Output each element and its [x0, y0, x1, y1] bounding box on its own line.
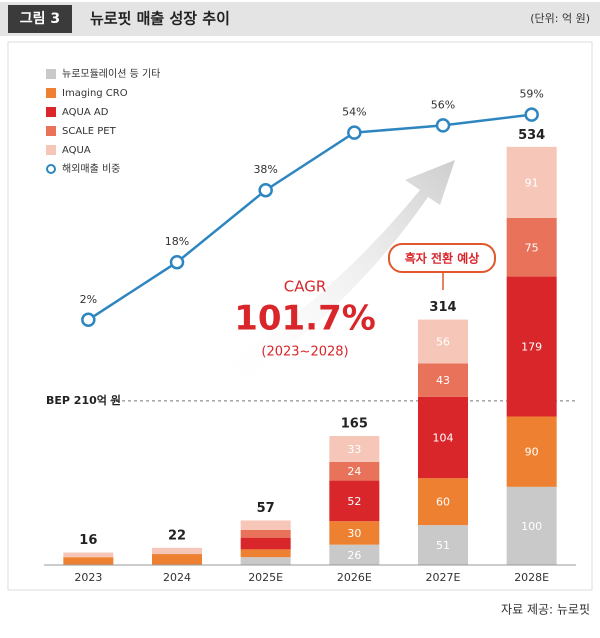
bar-segment [329, 521, 380, 545]
line-marker [169, 254, 185, 270]
legend-label: AQUA [62, 145, 91, 156]
bar-segment [418, 478, 468, 526]
unit-label: (단위: 억 원) [530, 12, 590, 25]
segment-label: 100 [521, 520, 542, 533]
chart-panel [7, 41, 593, 591]
legend-swatch [46, 88, 56, 98]
bar-segment [506, 486, 557, 565]
bar-segment [506, 276, 557, 417]
segment-label: 26 [347, 549, 361, 562]
total-label: 314 [429, 300, 456, 315]
bar-segment [240, 537, 291, 550]
bar-segment [329, 544, 380, 565]
growth-arrow [215, 160, 455, 390]
segment-label: 30 [347, 527, 361, 540]
callout-label: 흑자 전환 예상 [405, 251, 480, 266]
x-tick-label: 2023 [74, 571, 102, 584]
line-label: 54% [342, 106, 366, 119]
bar-segment [418, 363, 468, 397]
x-tick-label: 2028E [514, 571, 549, 584]
source: 자료 제공: 뉴로핏 [501, 603, 590, 617]
segment-label: 56 [436, 335, 450, 348]
reference-label: BEP 210억 원 [46, 393, 121, 407]
line-label: 59% [519, 88, 543, 101]
legend-label: Imaging CRO [62, 88, 128, 99]
line-marker [435, 118, 451, 133]
x-tick-label: 2027E [426, 571, 461, 584]
legend-label: 뉴로모듈레이션 등 기타 [62, 68, 160, 80]
bar-segment [63, 552, 114, 558]
x-tick-label: 2024 [163, 571, 191, 584]
segment-label: 90 [525, 446, 539, 459]
bar-segment [418, 319, 468, 364]
bar-segment [418, 396, 468, 479]
header-bar [0, 2, 600, 36]
segment-label: 75 [525, 241, 539, 254]
line-marker [258, 182, 273, 198]
callout-box [388, 243, 496, 273]
segment-label: 24 [347, 465, 361, 478]
cagr-period: (2023~2028) [261, 345, 348, 360]
segment-label: 51 [436, 539, 450, 552]
bar-segment [329, 436, 380, 462]
segment-label: 179 [521, 341, 542, 354]
segment-label: 33 [347, 443, 361, 456]
line-marker [347, 125, 362, 140]
line-marker [81, 312, 96, 328]
legend-swatch [46, 69, 56, 79]
bar-segment [152, 554, 202, 565]
legend-swatch [46, 145, 56, 155]
bar-segment [240, 557, 291, 565]
segment-label: 43 [436, 374, 450, 387]
legend-swatch [46, 107, 56, 117]
segment-label: 60 [436, 496, 450, 509]
line-label: 56% [431, 98, 455, 111]
bar-segment [152, 547, 202, 555]
segment-label: 104 [433, 432, 454, 445]
bar-segment [418, 525, 468, 565]
bar-segment [240, 549, 291, 558]
bar-segment [506, 146, 557, 218]
x-tick-label: 2025E [248, 571, 283, 584]
figure-box [8, 5, 72, 33]
total-label: 16 [79, 533, 97, 548]
legend-label: SCALE PET [62, 126, 117, 137]
line-label: 38% [253, 163, 277, 176]
bar-segment [329, 461, 380, 481]
total-label: 165 [341, 417, 368, 432]
cagr-title: CAGR [284, 278, 327, 296]
x-tick-label: 2026E [337, 571, 372, 584]
line [87, 113, 532, 321]
bar-segment [506, 416, 557, 487]
legend-swatch [46, 126, 56, 136]
bar-segment [329, 480, 380, 522]
bar-segment [240, 529, 291, 538]
figure-label: 그림 3 [20, 11, 60, 27]
segment-label: 91 [525, 176, 539, 189]
legend-label: AQUA AD [62, 107, 109, 118]
legend-label: 해외매출 비중 [62, 162, 120, 175]
line-label: 2% [80, 293, 97, 306]
bar-segment [240, 520, 291, 530]
line-label: 18% [165, 235, 189, 248]
bar-segment [506, 217, 557, 277]
legend-marker [46, 164, 56, 174]
total-label: 57 [257, 501, 275, 516]
cagr-value: 101.7% [234, 299, 376, 339]
segment-label: 52 [347, 495, 361, 508]
total-label: 22 [168, 528, 186, 543]
header-title: 뉴로핏 매출 성장 추이 [90, 10, 230, 28]
bar-segment [63, 557, 114, 565]
line-marker [524, 107, 539, 122]
total-label: 534 [518, 128, 545, 143]
